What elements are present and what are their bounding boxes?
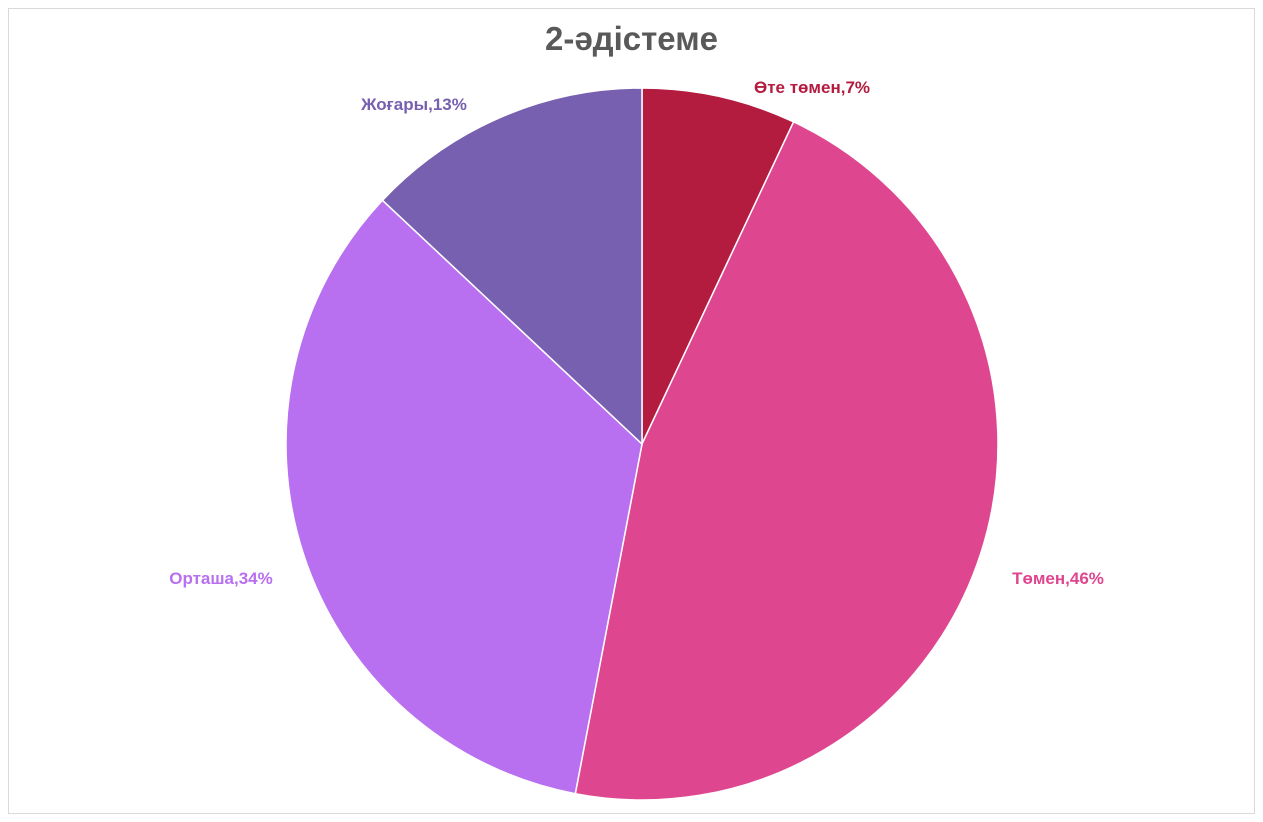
pie-slice-4 <box>381 87 643 446</box>
slice-label-1: Өте төмен,7% <box>754 78 870 97</box>
slice-label-4: Жоғары,13% <box>360 95 467 114</box>
pie-slice-2 <box>574 120 999 801</box>
slice-label-3: Орташа,34% <box>169 569 273 588</box>
chart-title: 2-әдістеме <box>544 20 718 57</box>
pie-slice-1 <box>641 87 795 445</box>
pie-slice-3 <box>285 199 643 795</box>
slice-label-2: Төмен,46% <box>1012 569 1104 588</box>
